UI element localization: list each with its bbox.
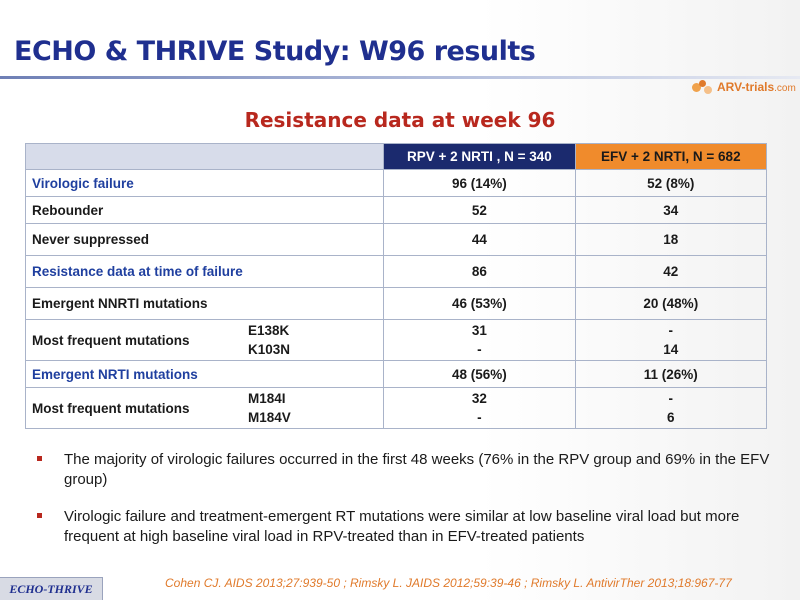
efv-value: 11 (26%) [574,360,768,388]
rpv-value: 52 [383,196,576,224]
resistance-table: RPV + 2 NRTI , N = 340 EFV + 2 NRTI, N =… [24,143,768,429]
row-label: Most frequent mutations [32,332,190,348]
row-label: Virologic failure [24,169,385,197]
row-label: Emergent NRTI mutations [24,360,385,388]
bullet-text: Virologic failure and treatment-emergent… [64,508,740,545]
rpv-value: 31 [471,323,487,338]
row-label: Resistance data at time of failure [24,255,385,288]
efv-value: - [668,323,674,338]
rpv-value: 32 [471,391,487,406]
rpv-value: 48 (56%) [383,360,576,388]
row-label: Emergent NNRTI mutations [24,287,385,320]
logo-text: ARV-trials [717,80,775,94]
logo-domain: .com [774,83,796,94]
efv-value: 14 [663,342,679,357]
efv-value: 20 (48%) [574,287,768,320]
table-row: Resistance data at time of failure 86 42 [24,255,768,288]
row-label-cell: Most frequent mutations E138K K103N [24,319,385,361]
efv-value-cell: - 14 [574,319,768,361]
bullet-list: The majority of virologic failures occur… [37,450,797,564]
header-empty-cell [24,143,385,170]
efv-value-cell: - 6 [574,387,768,429]
efv-value: 18 [574,223,768,256]
mutation-name: M184I [248,391,286,406]
row-label: Rebounder [24,196,385,224]
rpv-value: 86 [383,255,576,288]
table-row: Emergent NRTI mutations 48 (56%) 11 (26%… [24,360,768,388]
rpv-value-cell: 31 - [383,319,576,361]
bullet-item: Virologic failure and treatment-emergent… [37,507,797,547]
header-efv-arm: EFV + 2 NRTI, N = 682 [574,143,768,170]
study-badge: ECHO-THRIVE [0,577,103,600]
square-bullet-icon [37,456,42,461]
bullet-text: The majority of virologic failures occur… [64,451,770,488]
efv-value: 34 [574,196,768,224]
efv-value: - [668,391,674,406]
efv-value: 6 [667,410,675,425]
table-row: Most frequent mutations E138K K103N 31 -… [24,319,768,361]
efv-value: 42 [574,255,768,288]
section-subtitle: Resistance data at week 96 [244,108,556,132]
table-row: Rebounder 52 34 [24,196,768,224]
rpv-value: 44 [383,223,576,256]
mutation-name: E138K [248,323,290,338]
header-rpv-arm: RPV + 2 NRTI , N = 340 [383,143,576,170]
logo-bubbles-icon [692,80,714,94]
rpv-value: 96 (14%) [383,169,576,197]
rpv-value: - [477,342,482,357]
rpv-value-cell: 32 - [383,387,576,429]
mutation-name: M184V [248,410,291,425]
arv-trials-logo: ARV-trials.com [692,80,796,94]
table-row: Virologic failure 96 (14%) 52 (8%) [24,169,768,197]
square-bullet-icon [37,513,42,518]
rpv-value: 46 (53%) [383,287,576,320]
mutation-name: K103N [248,342,291,357]
efv-value: 52 (8%) [574,169,768,197]
table-row: Never suppressed 44 18 [24,223,768,256]
bullet-item: The majority of virologic failures occur… [37,450,797,490]
table-row: Most frequent mutations M184I M184V 32 -… [24,387,768,429]
table-header-row: RPV + 2 NRTI , N = 340 EFV + 2 NRTI, N =… [24,143,768,170]
title-divider [0,76,800,79]
row-label: Most frequent mutations [32,400,190,416]
rpv-value: - [477,410,482,425]
row-label: Never suppressed [24,223,385,256]
page-title: ECHO & THRIVE Study: W96 results [14,36,536,67]
table-row: Emergent NNRTI mutations 46 (53%) 20 (48… [24,287,768,320]
row-label-cell: Most frequent mutations M184I M184V [24,387,385,429]
citation: Cohen CJ. AIDS 2013;27:939-50 ; Rimsky L… [165,576,732,590]
